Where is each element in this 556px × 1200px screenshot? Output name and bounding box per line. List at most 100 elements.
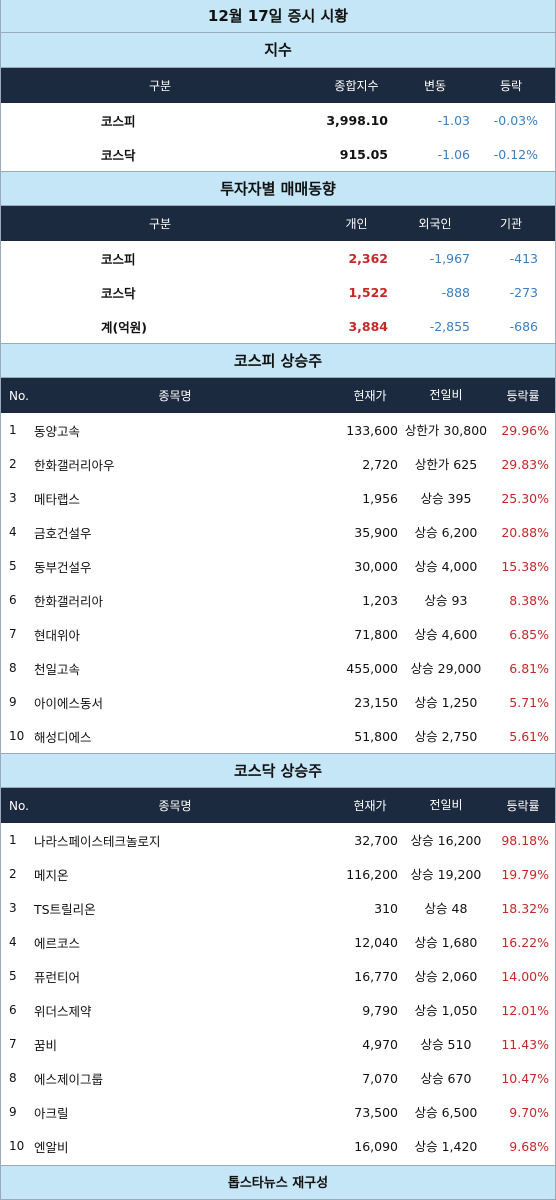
row-change: 상승 670 [420, 1070, 472, 1086]
row-name: 코스닥 [101, 147, 136, 163]
kospi-table-header: No. 종목명 현재가 전일비 등락률 [1, 378, 555, 413]
table-row: 8 에스제이그룹 7,070 상승 670 10.47% [1, 1061, 555, 1095]
row-institution: -686 [509, 318, 538, 334]
row-rate: -0.03% [493, 112, 538, 128]
row-no: 7 [9, 627, 17, 641]
row-price: 30,000 [354, 558, 398, 574]
row-rate: 15.38% [501, 558, 549, 574]
row-rate: 9.68% [509, 1138, 549, 1154]
row-change: 상승 48 [424, 900, 468, 916]
kosdaq-rows: 1 나라스페이스테크놀로지 32,700 상승 16,200 98.18% 2 메지온 116… [1, 823, 555, 1163]
row-stock-name: 한화갤러리아우 [34, 457, 115, 473]
row-price: 7,070 [362, 1070, 398, 1086]
row-stock-name: 메지온 [34, 867, 69, 883]
row-price: 455,000 [346, 660, 398, 676]
header-category: 구분 [148, 217, 172, 231]
row-change: 상승 93 [424, 592, 468, 608]
table-row: 2 한화갤러리아우 2,720 상한가 625 29.83% [1, 447, 555, 481]
table-row: 6 한화갤러리아 1,203 상승 93 8.38% [1, 583, 555, 617]
row-change: 상승 510 [420, 1036, 472, 1052]
table-row: 9 아이에스동서 23,150 상승 1,250 5.71% [1, 685, 555, 719]
row-rate: 29.96% [501, 422, 549, 438]
investor-section-heading: 투자자별 매매동향 [1, 171, 555, 206]
row-price: 116,200 [346, 866, 398, 882]
row-rate: 25.30% [501, 490, 549, 506]
header-institution: 기관 [499, 217, 523, 231]
row-change: 상승 16,200 [410, 832, 482, 848]
row-institution: -273 [509, 284, 538, 300]
kosdaq-table-header: No. 종목명 현재가 전일비 등락률 [1, 788, 555, 823]
row-price: 1,956 [362, 490, 398, 506]
table-row: 5 퓨런티어 16,770 상승 2,060 14.00% [1, 959, 555, 993]
header-no: No. [9, 798, 29, 813]
table-row: 6 위더스제약 9,790 상승 1,050 12.01% [1, 993, 555, 1027]
row-stock-name: TS트릴리온 [34, 901, 96, 917]
row-rate: 6.81% [509, 660, 549, 676]
row-stock-name: 금호건설우 [34, 525, 92, 541]
row-rate: 20.88% [501, 524, 549, 540]
table-row: 9 아크릴 73,500 상승 6,500 9.70% [1, 1095, 555, 1129]
header-stock-name: 종목명 [158, 799, 192, 813]
row-rate: 5.61% [509, 728, 549, 744]
row-change: 상승 4,600 [414, 626, 478, 642]
table-row: 3 TS트릴리온 310 상승 48 18.32% [1, 891, 555, 925]
header-no: No. [9, 388, 29, 403]
header-individual: 개인 [345, 217, 368, 231]
table-row: 코스닥 1,522 -888 -273 [1, 275, 555, 309]
table-row: 7 꿈비 4,970 상승 510 11.43% [1, 1027, 555, 1061]
table-row: 코스피 3,998.10 -1.03 -0.03% [1, 103, 555, 137]
row-no: 1 [9, 423, 17, 437]
table-row: 1 나라스페이스테크놀로지 32,700 상승 16,200 98.18% [1, 823, 555, 857]
row-price: 16,090 [354, 1138, 398, 1154]
row-no: 10 [9, 729, 25, 743]
row-stock-name: 아크릴 [34, 1105, 69, 1121]
row-change: 상승 2,750 [414, 728, 478, 744]
header-rate: 등락률 [506, 389, 540, 403]
table-row: 2 메지온 116,200 상승 19,200 19.79% [1, 857, 555, 891]
row-rate: 10.47% [501, 1070, 549, 1086]
row-price: 23,150 [354, 694, 398, 710]
row-stock-name: 동양고속 [34, 423, 81, 439]
header-stock-name: 종목명 [158, 389, 192, 403]
row-foreign: -2,855 [429, 318, 470, 334]
row-rate: 14.00% [501, 968, 549, 984]
row-individual: 2,362 [348, 250, 388, 266]
page-title: 12월 17일 증시 시황 [1, 0, 555, 33]
row-stock-name: 현대위아 [34, 627, 81, 643]
row-change: 상승 6,500 [414, 1104, 478, 1120]
row-no: 5 [9, 969, 17, 983]
row-no: 5 [9, 559, 17, 573]
row-change: 상승 4,000 [414, 558, 478, 574]
row-rate: 12.01% [501, 1002, 549, 1018]
row-change: 상한가 625 [414, 456, 478, 472]
table-row: 7 현대위아 71,800 상승 4,600 6.85% [1, 617, 555, 651]
header-composite: 종합지수 [334, 79, 379, 93]
row-change: -1.03 [437, 112, 470, 128]
row-stock-name: 천일고속 [34, 661, 81, 677]
row-rate: -0.12% [493, 146, 538, 162]
row-price: 1,203 [362, 592, 398, 608]
row-stock-name: 나라스페이스테크놀로지 [34, 833, 161, 849]
header-foreign: 외국인 [418, 217, 452, 231]
row-no: 6 [9, 1003, 17, 1017]
row-rate: 8.38% [509, 592, 549, 608]
source-footer: 톱스타뉴스 재구성 [1, 1165, 555, 1200]
row-rate: 9.70% [509, 1104, 549, 1120]
table-row: 4 금호건설우 35,900 상승 6,200 20.88% [1, 515, 555, 549]
row-no: 6 [9, 593, 17, 607]
row-no: 2 [9, 457, 17, 471]
kospi-section-heading: 코스피 상승주 [1, 343, 555, 378]
row-no: 8 [9, 1071, 17, 1085]
table-row: 8 천일고속 455,000 상승 29,000 6.81% [1, 651, 555, 685]
row-no: 4 [9, 935, 17, 949]
table-row: 1 동양고속 133,600 상한가 30,800 29.96% [1, 413, 555, 447]
row-change: 상승 2,060 [414, 968, 478, 984]
table-row: 10 해성디에스 51,800 상승 2,750 5.61% [1, 719, 555, 753]
row-change: 상한가 30,800 [404, 422, 488, 438]
row-name: 코스피 [101, 251, 136, 267]
row-stock-name: 동부건설우 [34, 559, 92, 575]
table-row: 10 엔알비 16,090 상승 1,420 9.68% [1, 1129, 555, 1163]
row-price: 71,800 [354, 626, 398, 642]
row-stock-name: 엔알비 [34, 1139, 69, 1155]
header-rate: 등락률 [506, 799, 540, 813]
